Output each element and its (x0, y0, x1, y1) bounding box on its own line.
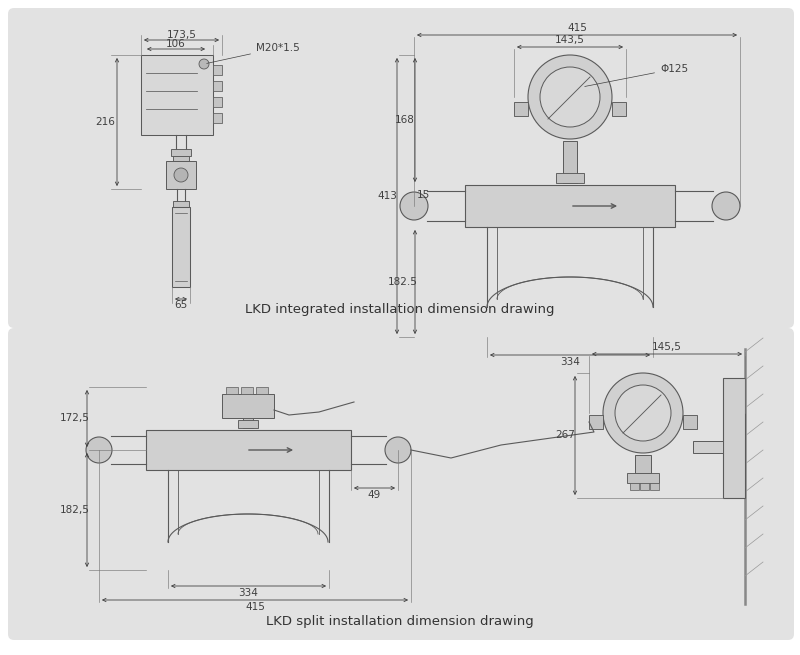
Circle shape (385, 437, 411, 463)
Bar (173, 156, 189, 161)
Text: 15: 15 (417, 190, 430, 200)
Text: 182.5: 182.5 (388, 277, 418, 287)
Text: LKD integrated installation dimension drawing: LKD integrated installation dimension dr… (246, 303, 554, 316)
Circle shape (528, 55, 612, 139)
Bar (650, 483, 659, 490)
Bar (213, 65, 222, 75)
Text: 49: 49 (368, 490, 381, 500)
Text: M20*1.5: M20*1.5 (206, 43, 300, 64)
Text: 106: 106 (166, 39, 186, 49)
Bar (465, 185, 675, 227)
Text: 413: 413 (377, 191, 397, 201)
Circle shape (400, 192, 428, 220)
Text: 145,5: 145,5 (652, 342, 682, 352)
Circle shape (615, 385, 671, 441)
Bar (556, 173, 584, 183)
Bar (213, 81, 222, 91)
Circle shape (712, 192, 740, 220)
Text: 182,5: 182,5 (60, 505, 90, 515)
Bar (627, 473, 659, 483)
Bar (256, 387, 268, 394)
Text: LKD split installation dimension drawing: LKD split installation dimension drawing (266, 616, 534, 629)
Text: 216: 216 (95, 117, 115, 127)
Bar (213, 113, 222, 123)
Bar (723, 378, 745, 498)
Text: 415: 415 (567, 23, 587, 33)
Bar (589, 415, 603, 429)
Circle shape (174, 168, 188, 182)
Circle shape (86, 437, 112, 463)
FancyBboxPatch shape (8, 328, 794, 640)
Bar (683, 415, 697, 429)
Circle shape (199, 59, 209, 69)
Bar (146, 430, 351, 470)
Bar (243, 418, 253, 428)
Text: 267: 267 (555, 430, 575, 441)
Text: 172,5: 172,5 (60, 413, 90, 424)
Text: 168: 168 (395, 115, 415, 125)
Bar (241, 387, 253, 394)
Bar (213, 97, 222, 107)
Bar (171, 149, 191, 156)
Bar (640, 483, 649, 490)
Bar (172, 207, 190, 287)
Bar (238, 420, 258, 428)
Bar (630, 483, 639, 490)
Bar (635, 455, 651, 473)
Circle shape (540, 67, 600, 127)
Bar (141, 55, 213, 135)
Bar (222, 394, 274, 418)
Text: 173,5: 173,5 (166, 30, 197, 40)
Text: 65: 65 (174, 300, 188, 310)
Bar (514, 102, 528, 116)
Bar (166, 161, 196, 189)
Text: 334: 334 (560, 357, 580, 367)
FancyBboxPatch shape (8, 8, 794, 328)
Circle shape (603, 373, 683, 453)
Text: Φ125: Φ125 (585, 64, 688, 86)
Text: 334: 334 (238, 588, 258, 598)
Bar (563, 141, 577, 183)
Bar (173, 201, 189, 207)
Bar (612, 102, 626, 116)
Text: 143,5: 143,5 (555, 35, 585, 45)
Text: 415: 415 (245, 602, 265, 612)
Bar (693, 441, 723, 453)
Bar (226, 387, 238, 394)
